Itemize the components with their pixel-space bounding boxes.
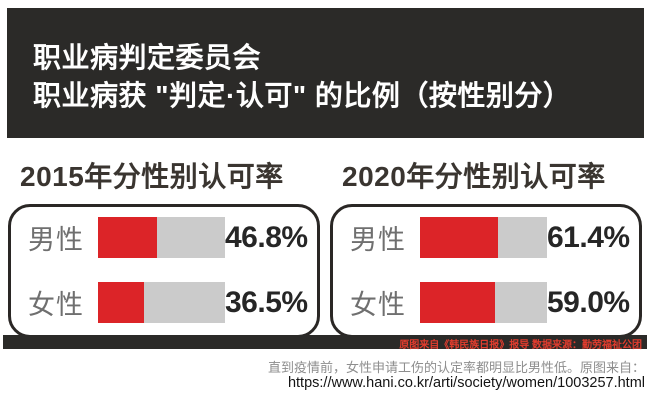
header-title-line2: 职业病获 "判定·认可" 的比例（按性别分） <box>33 80 572 111</box>
header-title-line1: 职业病判定委员会 <box>33 42 262 73</box>
panel-2020: 2020年分性别认可率 男性 61.4% 女性 59.0% <box>330 155 642 338</box>
panel-2015: 2015年分性别认可率 男性 46.8% 女性 36.5% <box>8 155 320 338</box>
bar-track-2015-female <box>98 282 225 323</box>
panel-2015-title: 2015年分性别认可率 <box>20 161 284 192</box>
bar-track-2020-male <box>420 217 547 258</box>
header-banner: 职业病判定委员会 职业病获 "判定·认可" 的比例（按性别分） <box>7 8 644 138</box>
bar-track-2015-male <box>98 217 225 258</box>
bar-row-2015-male: 男性 46.8% <box>28 217 308 258</box>
bar-fill-2020-male <box>420 217 498 258</box>
bar-row-2020-male: 男性 61.4% <box>350 217 630 258</box>
bar-value-2015-female: 36.5% <box>225 285 308 319</box>
bar-value-2015-male: 46.8% <box>225 220 308 254</box>
bar-fill-2015-female <box>98 282 145 323</box>
source-strip: 原图来自《韩民族日报》报导 数据来源：勤劳福祉公团 <box>3 335 647 351</box>
caption-text: 直到疫情前，女性申请工伤的认定率都明显比男性低。原图来自： <box>267 360 645 375</box>
panel-2020-title: 2020年分性别认可率 <box>342 161 606 192</box>
bar-label-female: 女性 <box>350 290 406 320</box>
bar-value-2020-female: 59.0% <box>547 285 630 319</box>
bar-label-male: 男性 <box>350 225 406 255</box>
source-strip-text: 原图来自《韩民族日报》报导 数据来源：勤劳福祉公团 <box>399 340 642 351</box>
bar-row-2020-female: 女性 59.0% <box>350 282 630 323</box>
bar-track-2020-female <box>420 282 547 323</box>
bar-value-2020-male: 61.4% <box>547 220 630 254</box>
bar-fill-2020-female <box>420 282 495 323</box>
panel-2015-box: 男性 46.8% 女性 36.5% <box>8 204 320 338</box>
panel-2020-box: 男性 61.4% 女性 59.0% <box>330 204 642 338</box>
bar-row-2015-female: 女性 36.5% <box>28 282 308 323</box>
caption-url: https://www.hani.co.kr/arti/society/wome… <box>287 375 645 391</box>
bar-label-male: 男性 <box>28 225 84 255</box>
bar-fill-2015-male <box>98 217 158 258</box>
bar-label-female: 女性 <box>28 290 84 320</box>
